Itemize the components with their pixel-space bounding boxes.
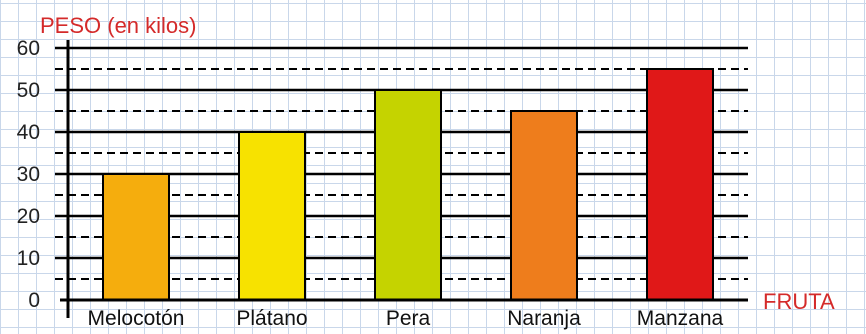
y-tick-label: 0: [28, 289, 40, 312]
y-tick-label: 30: [17, 163, 40, 186]
y-tick-labels: 0 10 20 30 40 50 60: [17, 37, 40, 312]
x-tick-label: Naranja: [507, 307, 581, 330]
x-tick-label: Plátano: [236, 307, 307, 330]
y-tick-label: 40: [17, 121, 40, 144]
bar-1: [102, 173, 170, 301]
y-axis-title: PESO (en kilos): [40, 13, 197, 38]
y-tick-label: 50: [17, 79, 40, 102]
x-tick-label: Manzana: [637, 307, 724, 330]
x-tick-label: Pera: [386, 307, 431, 330]
bars: [102, 68, 714, 301]
bar-2: [238, 131, 306, 301]
y-tick-label: 10: [17, 247, 40, 270]
axes: [60, 40, 748, 318]
x-axis-title: FRUTA: [763, 289, 835, 314]
bar-3: [374, 89, 442, 301]
bar-4: [510, 110, 578, 301]
y-tick-label: 60: [17, 37, 40, 60]
bar-5: [646, 68, 714, 301]
y-tick-label: 20: [17, 205, 40, 228]
x-tick-label: Melocotón: [88, 307, 185, 330]
x-tick-labels: Melocotón Plátano Pera Naranja Manzana: [88, 307, 724, 330]
